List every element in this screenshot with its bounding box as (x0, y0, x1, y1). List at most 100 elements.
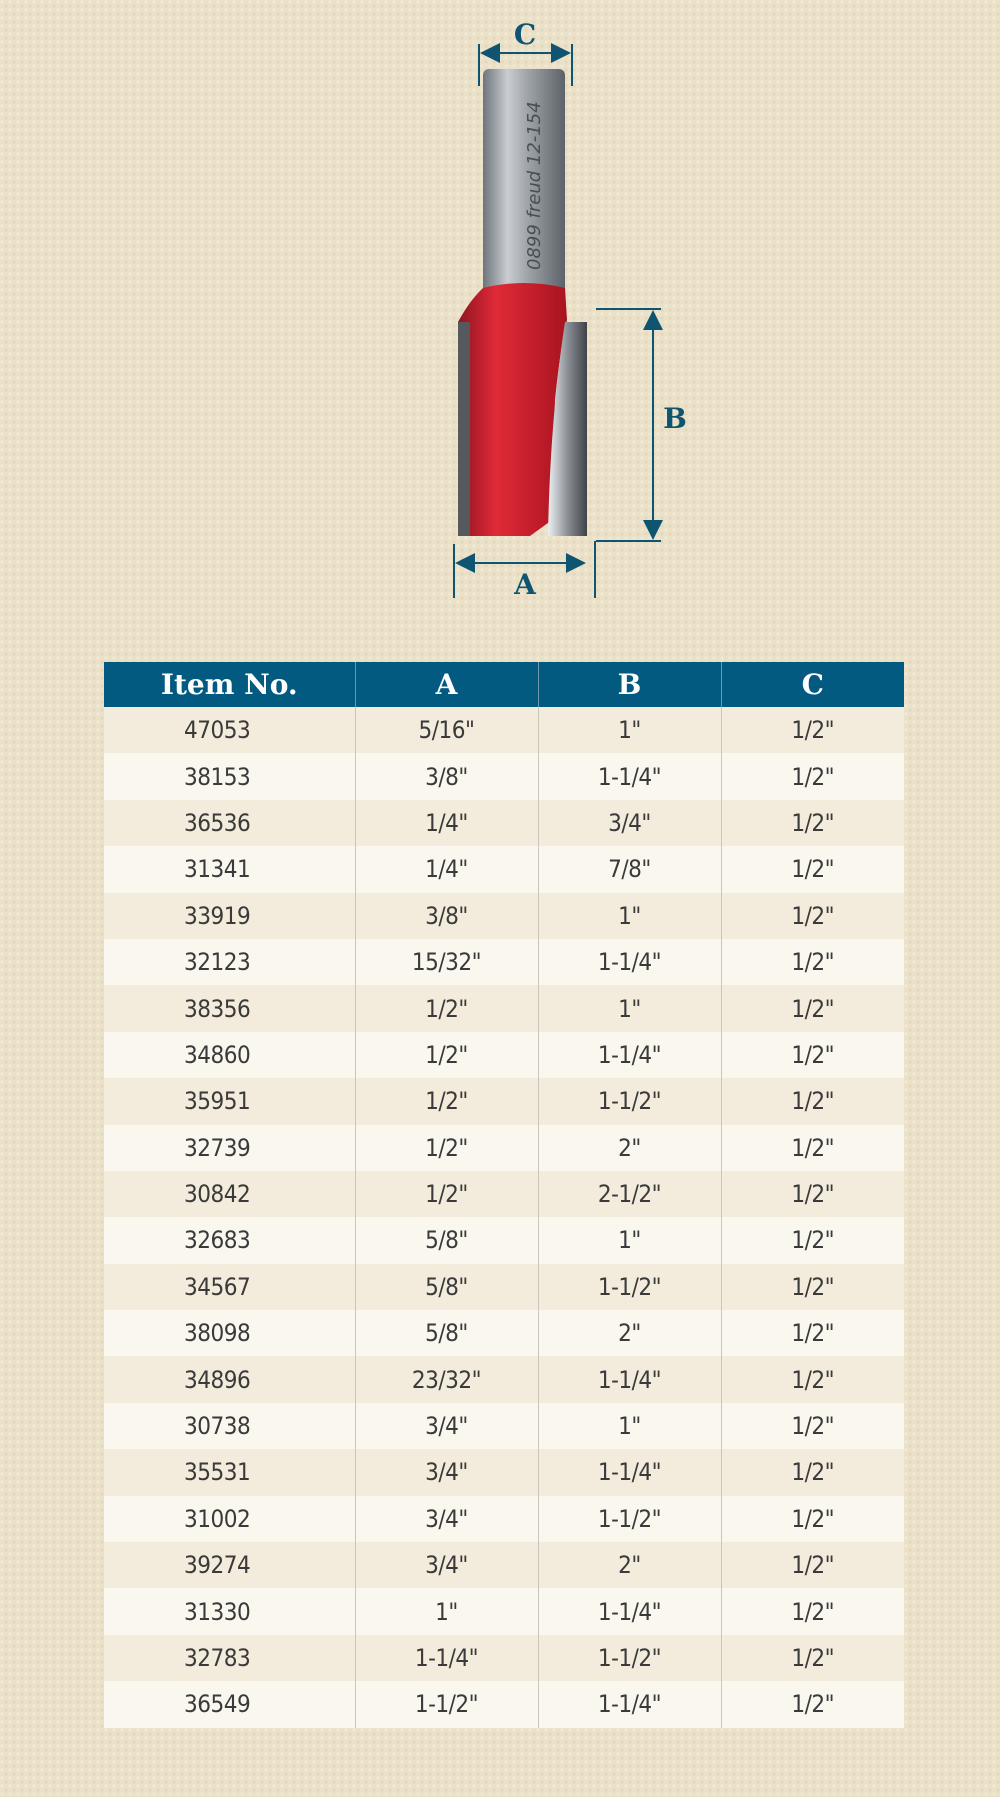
cell-a: 1/2" (354, 985, 538, 1032)
dimension-c-label: C (514, 18, 536, 51)
cell-c: 1/2" (720, 892, 904, 939)
cell-item-no: 32783 (184, 1644, 251, 1672)
cell-c: 1/2" (720, 985, 904, 1032)
cell-b: 1-1/4" (537, 938, 721, 986)
cell-item-no: 31002 (184, 1504, 251, 1533)
header-c: C (720, 662, 904, 707)
cell-a: 1/2" (354, 1078, 538, 1125)
cell-b: 1" (537, 1217, 721, 1264)
table-row: 31330 1" 1-1/4" 1/2" (104, 1588, 904, 1635)
header-a: A (354, 662, 538, 707)
table-row: 36549 1-1/2" 1-1/4" 1/2" (104, 1681, 904, 1728)
cell-a: 1/2" (354, 1124, 538, 1171)
cell-a: 3/8" (354, 753, 538, 800)
cell-c: 1/2" (720, 1495, 904, 1543)
cell-item-no: 39274 (184, 1551, 251, 1580)
cell-item-no: 33919 (184, 901, 251, 930)
table-row: 32783 1-1/4" 1-1/2" 1/2" (104, 1634, 904, 1682)
cell-b: 1-1/4" (537, 1031, 721, 1079)
table-row: 34567 5/8" 1-1/2" 1/2" (104, 1263, 904, 1311)
cell-b: 1-1/4" (537, 1356, 721, 1403)
dimension-a-label: A (513, 568, 537, 601)
table-row: 34860 1/2" 1-1/4" 1/2" (104, 1031, 904, 1079)
cell-c: 1/2" (720, 1310, 904, 1357)
shank-marking: 0899 freud 12-154 (524, 101, 545, 270)
cell-item-no: 34896 (184, 1365, 251, 1394)
cell-a: 23/32" (354, 1356, 538, 1403)
cell-c: 1/2" (720, 1078, 904, 1125)
cell-a: 1/2" (354, 1170, 538, 1218)
table-row: 32739 1/2" 2" 1/2" (104, 1124, 904, 1171)
cell-b: 1-1/4" (537, 753, 721, 800)
cell-b: 2-1/2" (537, 1170, 721, 1218)
cell-c: 1/2" (720, 1031, 904, 1079)
cell-item-no: 31341 (184, 855, 251, 884)
cell-b: 1-1/4" (537, 1681, 721, 1728)
router-bit-diagram: 0899 freud 12-154 C B A (453, 18, 687, 601)
cell-b: 1" (537, 985, 721, 1032)
table-row: 32123 15/32" 1-1/4" 1/2" (104, 938, 904, 986)
cell-item-no: 38153 (184, 762, 251, 791)
cell-b: 1-1/2" (537, 1263, 721, 1311)
cell-b: 1-1/2" (537, 1495, 721, 1543)
cell-c: 1/2" (720, 1170, 904, 1218)
cell-c: 1/2" (720, 1634, 904, 1682)
cell-item-no: 35951 (184, 1087, 251, 1116)
cell-b: 1-1/2" (537, 1078, 721, 1125)
cell-b: 1-1/2" (537, 1634, 721, 1682)
cell-c: 1/2" (720, 1681, 904, 1728)
cell-item-no: 32739 (184, 1133, 251, 1162)
cell-c: 1/2" (720, 1356, 904, 1403)
cell-b: 1-1/4" (537, 1449, 721, 1496)
cell-b: 1-1/4" (537, 1588, 721, 1635)
cell-c: 1/2" (720, 1449, 904, 1496)
cell-b: 2" (537, 1124, 721, 1171)
table-row: 32683 5/8" 1" 1/2" (104, 1217, 904, 1264)
cell-item-no: 32683 (184, 1226, 251, 1255)
table-row: 31341 1/4" 7/8" 1/2" (104, 846, 904, 893)
table-header-row: Item No. A B C (104, 662, 904, 707)
cell-item-no: 36549 (184, 1690, 251, 1719)
table-row: 36536 1/4" 3/4" 1/2" (104, 799, 904, 847)
table-row: 38098 5/8" 2" 1/2" (104, 1310, 904, 1357)
cell-a: 5/8" (354, 1263, 538, 1311)
cell-a: 5/8" (354, 1217, 538, 1264)
cell-b: 1" (537, 1402, 721, 1450)
header-b: B (537, 662, 721, 707)
cell-item-no: 30842 (184, 1180, 251, 1209)
table-row: 34896 23/32" 1-1/4" 1/2" (104, 1356, 904, 1403)
cell-a: 1-1/2" (354, 1681, 538, 1728)
cell-c: 1/2" (720, 799, 904, 847)
cell-item-no: 38356 (184, 994, 251, 1023)
dimension-c: C (478, 18, 573, 86)
dimension-a: A (453, 541, 596, 601)
cell-a: 5/16" (354, 707, 538, 754)
dimension-b: B (596, 308, 687, 542)
cell-a: 1/4" (354, 799, 538, 847)
table-row: 35951 1/2" 1-1/2" 1/2" (104, 1078, 904, 1125)
cell-item-no: 34567 (184, 1272, 251, 1301)
cell-a: 3/4" (354, 1402, 538, 1450)
cell-a: 3/4" (354, 1495, 538, 1543)
cell-b: 2" (537, 1310, 721, 1357)
cell-a: 1" (354, 1588, 538, 1635)
cell-a: 1/4" (354, 846, 538, 893)
cell-a: 3/4" (354, 1542, 538, 1589)
cell-c: 1/2" (720, 1542, 904, 1589)
cell-item-no: 34860 (184, 1040, 251, 1069)
cell-item-no: 36536 (184, 808, 251, 837)
cell-b: 2" (537, 1542, 721, 1589)
cell-a: 1-1/4" (354, 1634, 538, 1682)
cell-item-no: 30738 (184, 1412, 251, 1441)
cell-a: 1/2" (354, 1031, 538, 1079)
cell-b: 1" (537, 892, 721, 939)
cell-item-no: 35531 (184, 1458, 251, 1487)
cutter-body (458, 283, 587, 536)
table-row: 33919 3/8" 1" 1/2" (104, 892, 904, 939)
dimension-b-label: B (663, 402, 687, 435)
table-row: 35531 3/4" 1-1/4" 1/2" (104, 1449, 904, 1496)
table-row: 38153 3/8" 1-1/4" 1/2" (104, 753, 904, 800)
cell-c: 1/2" (720, 753, 904, 800)
specifications-table: Item No. A B C 47053 5/16" 1" 1/2" 38153 3/8"… (104, 662, 904, 1728)
cell-c: 1/2" (720, 1124, 904, 1171)
